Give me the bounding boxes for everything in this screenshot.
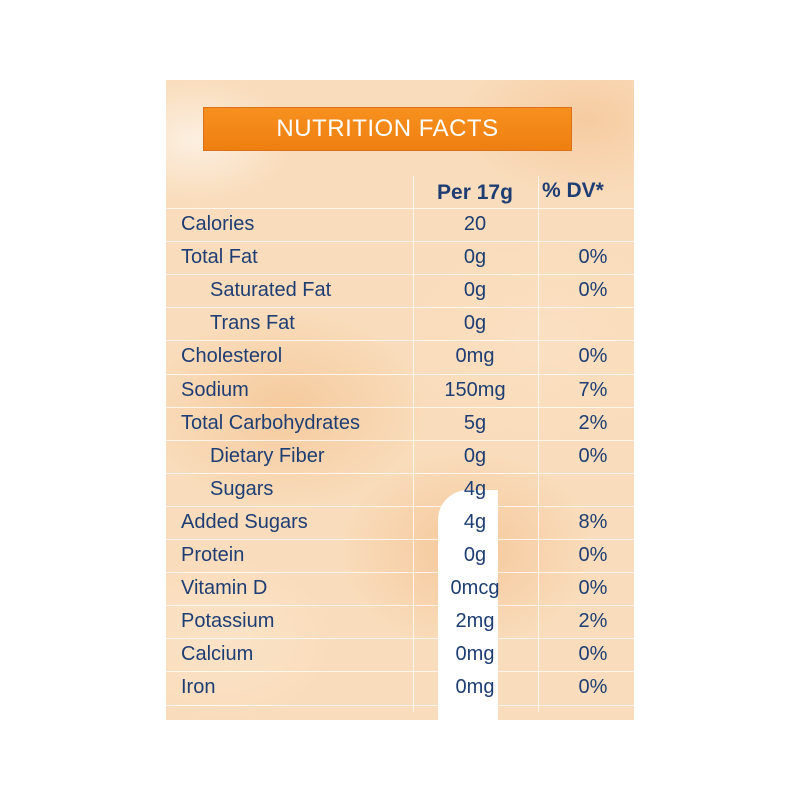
nutrient-daily-value: 2%	[578, 412, 608, 434]
nutrient-amount: 0g	[463, 312, 487, 334]
nutrient-daily-value: 8%	[578, 511, 608, 533]
nutrient-daily-value: 0%	[578, 544, 608, 566]
row-divider	[166, 506, 634, 507]
row-divider	[166, 605, 634, 606]
nutrient-label: Dietary Fiber	[210, 445, 325, 467]
nutrient-daily-value: 0%	[578, 345, 608, 367]
nutrient-label: Calories	[181, 213, 255, 235]
row-divider	[166, 705, 634, 706]
nutrient-label: Cholesterol	[181, 345, 283, 367]
nutrient-daily-value: 2%	[578, 610, 608, 632]
nutrient-amount: 0mcg	[450, 577, 500, 599]
nutrient-label: Potassium	[181, 610, 275, 632]
row-divider	[166, 307, 634, 308]
nutrient-amount: 4g	[463, 511, 487, 533]
row-divider	[166, 241, 634, 242]
nutrient-amount: 20	[463, 213, 487, 235]
nutrient-label: Sodium	[181, 379, 249, 401]
title-banner: NUTRITION FACTS	[203, 107, 572, 151]
nutrient-label: Trans Fat	[210, 312, 295, 334]
row-divider	[166, 572, 634, 573]
column-divider-1	[413, 176, 414, 712]
row-divider	[166, 274, 634, 275]
row-divider	[166, 440, 634, 441]
panel-torn-edge	[438, 490, 498, 730]
row-divider	[166, 340, 634, 341]
nutrient-amount: 2mg	[455, 610, 495, 632]
nutrient-amount: 0mg	[455, 345, 495, 367]
nutrient-amount: 0mg	[455, 676, 495, 698]
row-divider	[166, 407, 634, 408]
nutrient-daily-value: 0%	[578, 676, 608, 698]
nutrient-label: Vitamin D	[181, 577, 268, 599]
nutrient-daily-value: 0%	[578, 279, 608, 301]
per-serving-header: Per 17g	[437, 181, 513, 204]
nutrient-label: Iron	[181, 676, 216, 698]
nutrient-amount: 4g	[463, 478, 487, 500]
nutrient-amount: 150mg	[444, 379, 506, 401]
header-divider	[166, 208, 634, 209]
nutrient-label: Total Fat	[181, 246, 258, 268]
nutrient-amount: 0mg	[455, 643, 495, 665]
row-divider	[166, 473, 634, 474]
row-divider	[166, 671, 634, 672]
nutrient-amount: 0g	[463, 544, 487, 566]
row-divider	[166, 539, 634, 540]
nutrient-daily-value: 0%	[578, 445, 608, 467]
nutrient-label: Total Carbohydrates	[181, 412, 360, 434]
nutrient-label: Saturated Fat	[210, 279, 332, 301]
nutrient-amount: 0g	[463, 445, 487, 467]
nutrient-amount: 0g	[463, 246, 487, 268]
nutrient-label: Protein	[181, 544, 245, 566]
page-title: NUTRITION FACTS	[276, 115, 499, 142]
nutrient-label: Added Sugars	[181, 511, 308, 533]
nutrient-daily-value: 0%	[578, 246, 608, 268]
nutrient-daily-value: 0%	[578, 577, 608, 599]
nutrient-label: Sugars	[210, 478, 274, 500]
nutrient-daily-value: 7%	[578, 379, 608, 401]
nutrient-amount: 0g	[463, 279, 487, 301]
nutrient-label: Calcium	[181, 643, 254, 665]
row-divider	[166, 638, 634, 639]
daily-value-header: % DV*	[542, 179, 604, 202]
column-divider-2	[538, 176, 539, 712]
nutrient-daily-value: 0%	[578, 643, 608, 665]
row-divider	[166, 374, 634, 375]
nutrition-panel	[166, 80, 634, 720]
nutrient-amount: 5g	[463, 412, 487, 434]
